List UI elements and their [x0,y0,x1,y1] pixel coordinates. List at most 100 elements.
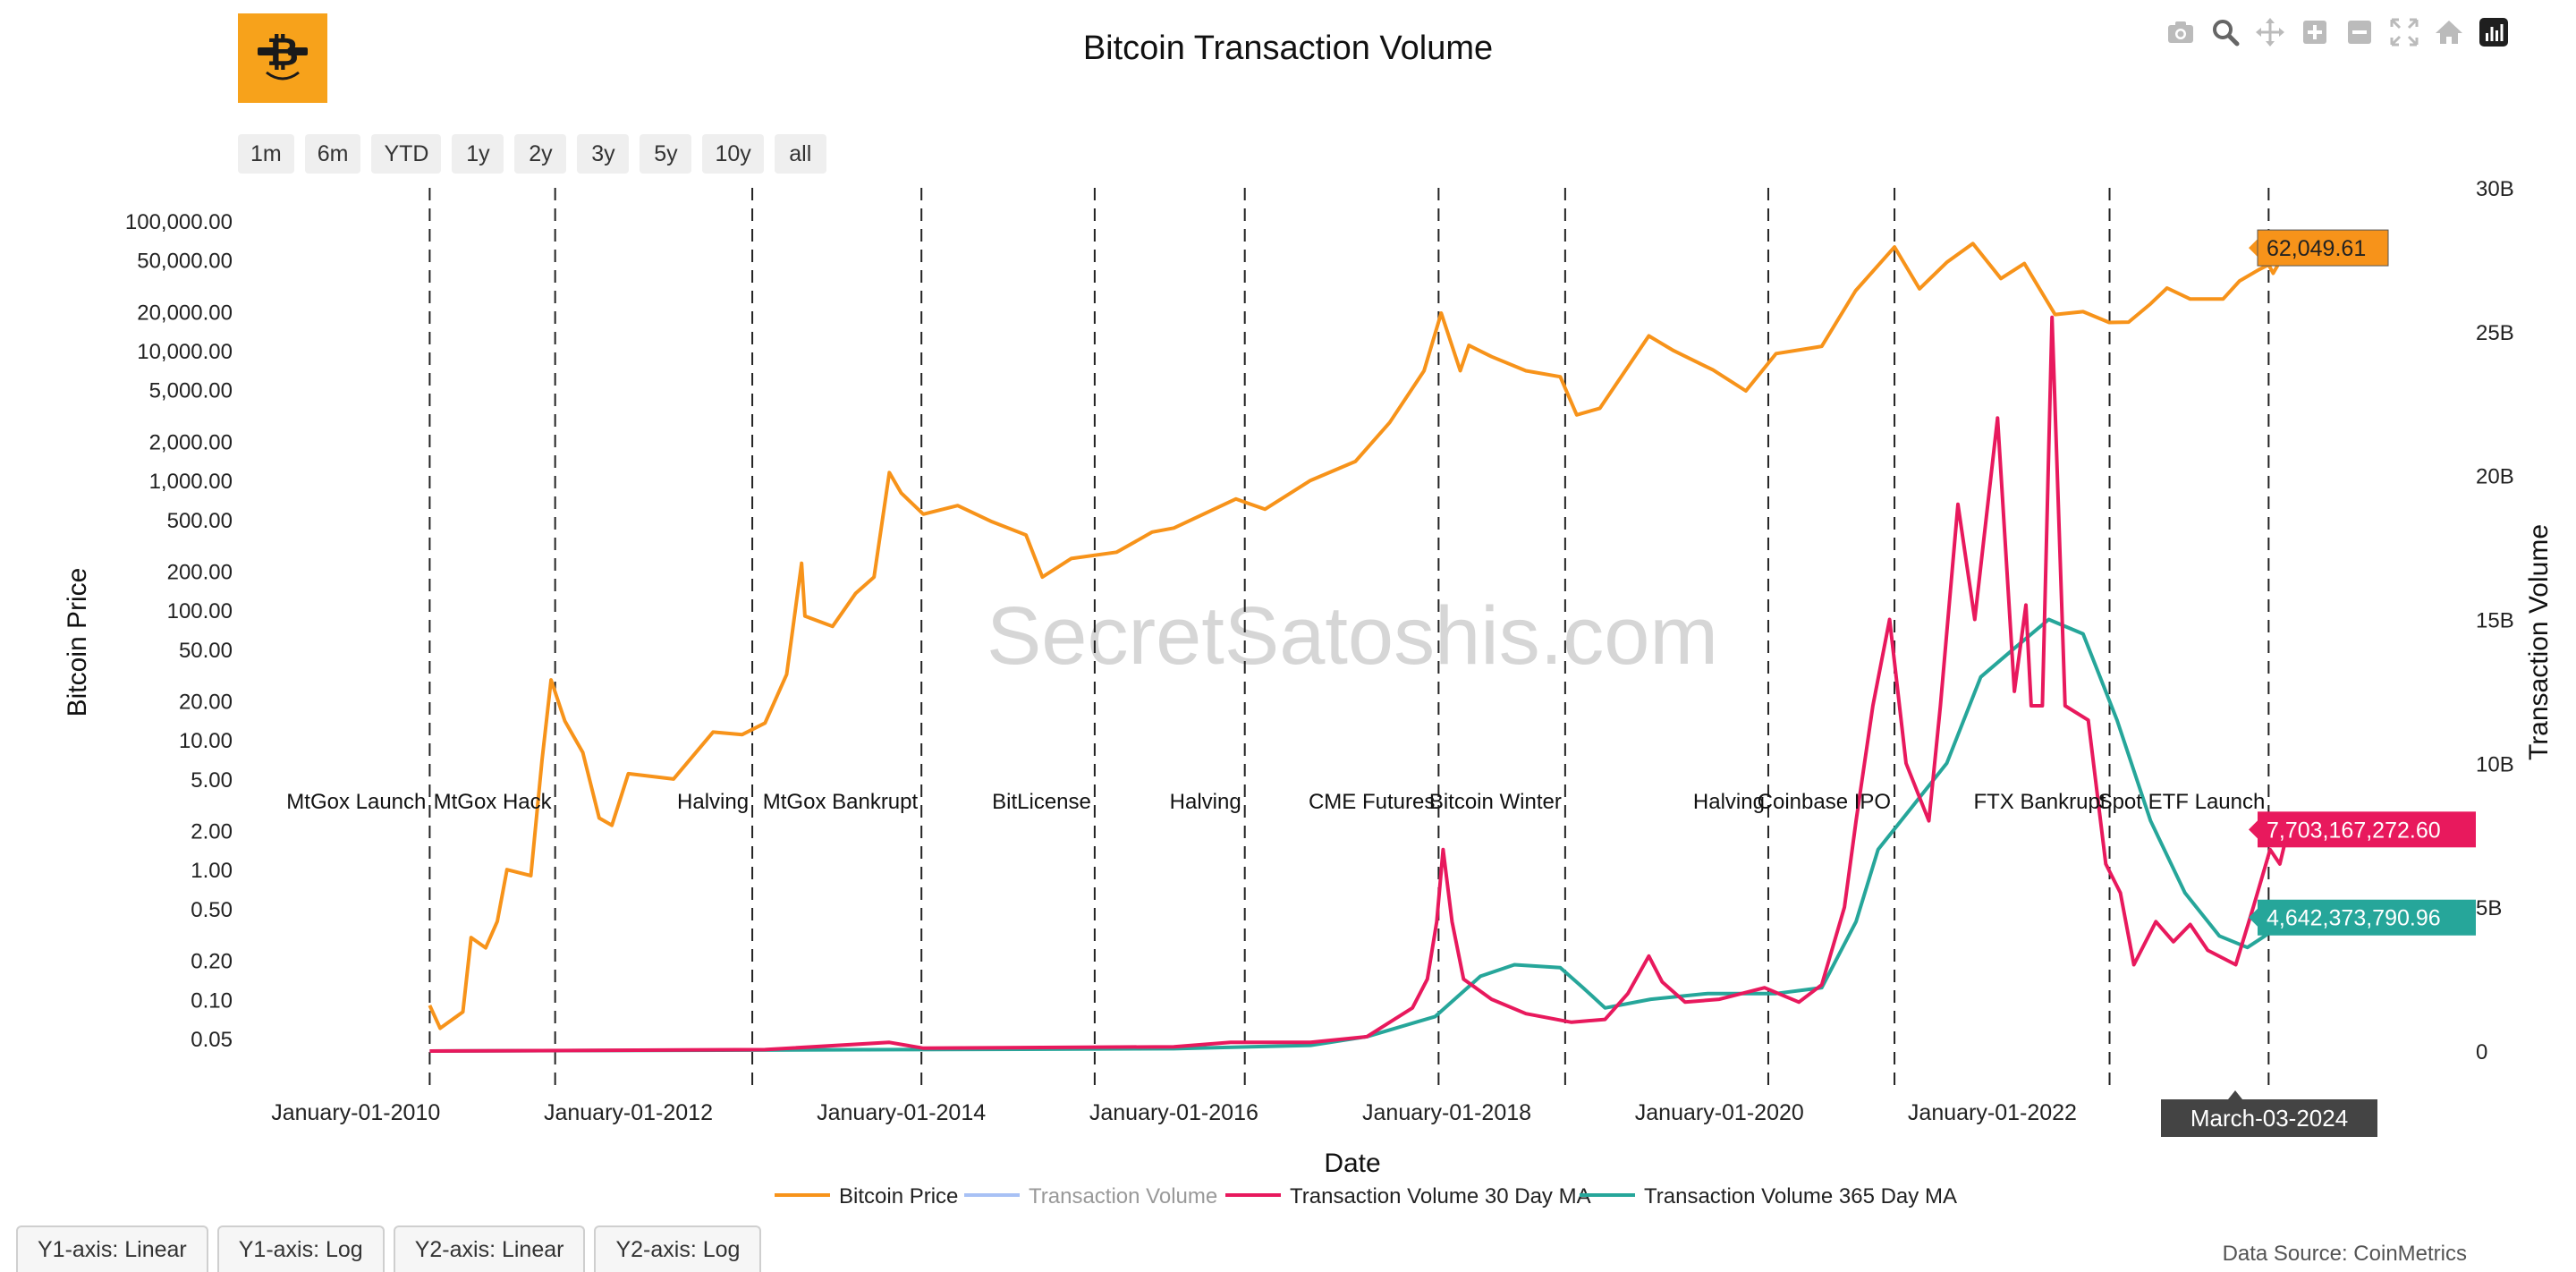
chart-modebar [2165,16,2510,48]
event-label-mtgox-launch: MtGox Launch [286,790,426,814]
zoom-out-icon[interactable] [2343,16,2376,48]
event-label-coinbase-ipo: Coinbase IPO [1758,790,1891,814]
x-tick-label: January-01-2012 [544,1100,713,1125]
axis-scale-buttons: Y1-axis: Linear Y1-axis: Log Y2-axis: Li… [16,1225,762,1272]
y-tick-label: 1.00 [191,859,233,883]
y2-tick-label: 5B [2476,896,2502,920]
y-tick-label: 5.00 [191,768,233,793]
y2-tick-label: 20B [2476,465,2514,489]
event-label-bitcoin-winter: Bitcoin Winter [1429,790,1562,814]
y-tick-label: 0.10 [191,988,233,1013]
end-label-transaction-volume-365-day-ma: 4,642,373,790.96 [2267,906,2441,931]
autoscale-icon[interactable] [2388,16,2420,48]
y-axis-label: Bitcoin Price [63,568,92,717]
zoom-in-icon[interactable] [2299,16,2331,48]
y-tick-label: 500.00 [167,509,233,533]
plotly-logo-icon[interactable] [2478,16,2510,48]
y2-linear-button[interactable]: Y2-axis: Linear [393,1225,586,1272]
x-tick-label: January-01-2016 [1089,1100,1258,1125]
y2-axis-ticks: 0 5B 10B 15B 20B 25B 30B [2476,177,2514,1064]
x-axis-ticks: January-01-2010 January-01-2012 January-01… [271,1100,2276,1125]
end-label-pointer [2249,820,2258,839]
y2-tick-label: 30B [2476,177,2514,201]
range-button-5y[interactable]: 5y [640,134,692,174]
pan-icon[interactable] [2254,16,2286,48]
y-tick-label: 50,000.00 [137,250,233,274]
legend-item-transaction-volume-30-day-ma[interactable]: Transaction Volume 30 Day MA [1290,1184,1591,1208]
y-tick-label: 2.00 [191,820,233,844]
y1-linear-button[interactable]: Y1-axis: Linear [16,1225,208,1272]
event-labels: MtGox Launch MtGox Hack Halving MtGox Bankr… [286,790,2265,814]
x-axis-label: Date [1324,1149,1380,1178]
y2-tick-label: 0 [2476,1040,2487,1064]
watermark: SecretSatoshis.com [987,590,1718,682]
y2-log-button[interactable]: Y2-axis: Log [594,1225,762,1272]
event-label-spot-etf-launch: Spot ETF Launch [2098,790,2266,814]
site-logo: ₿ [238,13,327,103]
legend: Bitcoin Price Transaction Volume Transacti… [775,1184,1957,1208]
end-label-box-transaction-volume-365-day-ma [2258,899,2476,936]
y-tick-label: 200.00 [167,560,233,584]
series-line-transaction-volume-30-day-ma [429,315,2291,1053]
event-label-bitlicense: BitLicense [992,790,1091,814]
range-button-1m[interactable]: 1m [238,134,294,174]
event-label-cme-futures: CME Futures [1309,790,1435,814]
y-tick-label: 2,000.00 [149,430,233,454]
event-label-ftx-bankrupt: FTX Bankrupt [1973,790,2106,814]
x-tick-label: January-01-2018 [1362,1100,1531,1125]
legend-item-transaction-volume-365-day-ma[interactable]: Transaction Volume 365 Day MA [1644,1184,1957,1208]
hover-date-label: March-03-2024 [2190,1105,2348,1132]
x-tick-label: January-01-2010 [271,1100,440,1125]
y-tick-label: 100,000.00 [125,210,233,234]
end-label-bitcoin-price: 62,049.61 [2267,236,2366,261]
y-tick-label: 10,000.00 [137,340,233,364]
y-tick-label: 0.05 [191,1028,233,1052]
end-value-labels: 62,049.61 7,703,167,272.60 4,642,373,790.9… [2249,229,2476,936]
y-tick-label: 100.00 [167,599,233,623]
end-label-transaction-volume-30-day-ma: 7,703,167,272.60 [2267,818,2441,843]
event-label-mtgox-bankrupt: MtGox Bankrupt [763,790,919,814]
chart-title: Bitcoin Transaction Volume [1083,30,1493,67]
legend-item-transaction-volume[interactable]: Transaction Volume [1029,1184,1217,1208]
event-label-halving: Halving [1693,790,1765,814]
range-button-2y[interactable]: 2y [514,134,567,174]
range-selector: 1m 6m YTD 1y 2y 3y 5y 10y all [238,134,826,174]
end-label-box-transaction-volume-30-day-ma [2258,811,2476,848]
x-tick-label: January-01-2022 [1908,1100,2077,1125]
y-tick-label: 20.00 [179,691,233,715]
end-label-pointer [2249,908,2258,927]
series-line-transaction-volume-365-day-ma [429,617,2290,1053]
home-icon[interactable] [2433,16,2465,48]
range-button-10y[interactable]: 10y [702,134,764,174]
y-tick-label: 10.00 [179,729,233,753]
range-button-6m[interactable]: 6m [304,134,361,174]
event-label-halving: Halving [1170,790,1241,814]
y-tick-label: 50.00 [179,639,233,663]
y2-axis-label: Transaction Volume [2524,524,2554,760]
camera-icon[interactable] [2165,16,2197,48]
event-label-mtgox-hack: MtGox Hack [434,790,553,814]
zoom-icon[interactable] [2209,16,2241,48]
bitcoin-face-icon: ₿ [258,30,308,81]
end-label-box-bitcoin-price [2257,229,2389,267]
x-tick-label: January-01-2020 [1635,1100,1804,1125]
end-label-pointer [2249,239,2258,258]
event-lines [428,188,2270,1087]
y1-log-button[interactable]: Y1-axis: Log [216,1225,385,1272]
event-label-halving: Halving [677,790,749,814]
data-source-label: Data Source: CoinMetrics [2222,1242,2467,1266]
y2-tick-label: 15B [2476,609,2514,633]
y2-tick-label: 10B [2476,752,2514,776]
y-axis-ticks: 0.05 0.10 0.20 0.50 1.00 2.00 5.00 10.00 20.00 50… [125,210,233,1052]
range-button-ytd[interactable]: YTD [371,134,442,174]
range-button-3y[interactable]: 3y [577,134,630,174]
series-line-bitcoin-price [428,242,2290,1030]
y-tick-label: 20,000.00 [137,301,233,325]
range-button-all[interactable]: all [774,134,826,174]
y2-tick-label: 25B [2476,321,2514,345]
range-button-1y[interactable]: 1y [452,134,504,174]
legend-item-bitcoin-price[interactable]: Bitcoin Price [839,1184,958,1208]
series-lines [428,242,2291,1053]
x-tick-label: January-01-2014 [817,1100,986,1125]
